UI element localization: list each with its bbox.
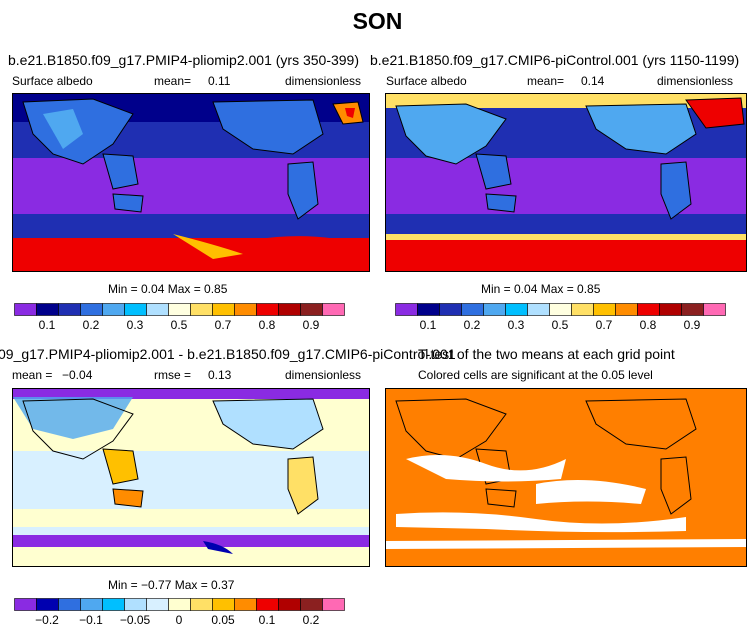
colorbar-swatch [102,598,125,611]
colorbar-tick-label: 0.1 [420,318,437,332]
colorbar-swatch [168,598,191,611]
colorbar-swatch [190,303,213,316]
colorbar-tick-label: 0.3 [508,318,525,332]
units-label: dimensionless [285,74,362,88]
colorbar-swatch [593,303,616,316]
colorbar-swatch [637,303,660,316]
variable-label: Surface albedo [12,74,93,88]
mean-value: 0.11 [208,74,231,88]
colorbar-tick-label: 0.2 [303,613,320,627]
colorbar-tick-label: 0.3 [127,318,144,332]
colorbar-swatch [300,303,323,316]
colorbar-swatch [256,303,279,316]
colorbar-tick-label: −0.05 [120,613,151,627]
colorbar-swatch [36,303,59,316]
colorbar-swatch [417,303,440,316]
colorbar-swatch [322,598,345,611]
colorbar-tick-label: −0.2 [35,613,59,627]
colorbar-tick-label: 0 [176,613,183,627]
mean-label: mean= [154,74,192,88]
colorbar-tick-label: 0.5 [171,318,188,332]
mean-value: −0.04 [62,368,93,382]
colorbar-swatch [14,598,37,611]
colorbar-swatch [615,303,638,316]
colorbar-swatch [168,303,191,316]
colorbar-tick-label: 0.9 [303,318,320,332]
colorbar-swatch [80,303,103,316]
figure-title: SON [352,8,403,34]
colorbar-tick-label: 0.7 [215,318,232,332]
albedo-map-pliomip [12,93,370,272]
colorbar-swatch [36,598,59,611]
colorbar-tick-label: 0.2 [464,318,481,332]
panel-title-difference: 09_g17.PMIP4-pliomip2.001 - b.e21.B1850.… [0,346,456,362]
colorbar-swatch [681,303,704,316]
mean-value: 0.14 [581,74,605,88]
colorbar-swatch [212,598,235,611]
ttest-subtitle: Colored cells are significant at the 0.0… [418,368,653,382]
colorbar-tick-label: 0.1 [39,318,56,332]
colorbar-swatch [58,303,81,316]
colorbar-swatch [461,303,484,316]
colorbar-swatch [549,303,572,316]
colorbar-swatch [234,303,257,316]
colorbar-swatch [300,598,323,611]
mean-label: mean= [527,74,565,88]
colorbar-swatch [278,303,301,316]
colorbar-tick-label: 0.2 [83,318,100,332]
colorbar-swatch [212,303,235,316]
albedo-colorbar-left: 0.1 0.2 0.3 0.5 0.7 0.8 0.9 [14,303,346,333]
colorbar-swatch [190,598,213,611]
colorbar-tick-label: 0.9 [684,318,701,332]
colorbar-swatch [571,303,594,316]
albedo-map-picontrol [385,93,747,272]
panel-title-picontrol: b.e21.B1850.f09_g17.CMIP6-piControl.001 … [370,52,740,68]
albedo-colorbar-right: 0.1 0.2 0.3 0.5 0.7 0.8 0.9 [395,303,727,333]
colorbar-swatch [146,303,169,316]
colorbar-swatch [659,303,682,316]
colorbar-tick-label: 0.1 [259,613,276,627]
colorbar-swatch [124,303,147,316]
colorbar-tick-label: −0.1 [79,613,103,627]
colorbar-swatch [483,303,506,316]
rmse-label: rmse = [154,368,192,382]
minmax-label: Min = 0.04 Max = 0.85 [108,282,228,296]
colorbar-tick-label: 0.05 [211,613,235,627]
colorbar-tick-label: 0.8 [259,318,276,332]
colorbar-tick-label: 0.5 [552,318,569,332]
units-label: dimensionless [285,368,362,382]
colorbar-swatch [527,303,550,316]
colorbar-swatch [505,303,528,316]
difference-colorbar: −0.2 −0.1 −0.05 0 0.05 0.1 0.2 [14,598,346,628]
colorbar-swatch [439,303,462,316]
colorbar-swatch [395,303,418,316]
colorbar-swatch [322,303,345,316]
colorbar-swatch [234,598,257,611]
ttest-title: T-test of the two means at each grid poi… [418,346,675,362]
significance-map [385,388,747,567]
colorbar-swatch [14,303,37,316]
colorbar-swatch [278,598,301,611]
colorbar-swatch [256,598,279,611]
colorbar-tick-label: 0.8 [640,318,657,332]
rmse-value: 0.13 [208,368,232,382]
minmax-label: Min = −0.77 Max = 0.37 [108,578,235,592]
units-label: dimensionless [657,74,734,88]
colorbar-tick-label: 0.7 [596,318,613,332]
colorbar-swatch [80,598,103,611]
colorbar-swatch [102,303,125,316]
mean-label: mean = [12,368,53,382]
colorbar-swatch [146,598,169,611]
minmax-label: Min = 0.04 Max = 0.85 [481,282,601,296]
difference-map [12,388,370,567]
panel-title-pliomip: b.e21.B1850.f09_g17.PMIP4-pliomip2.001 (… [8,52,359,68]
colorbar-swatch [58,598,81,611]
colorbar-swatch [703,303,726,316]
colorbar-swatch [124,598,147,611]
variable-label: Surface albedo [386,74,467,88]
